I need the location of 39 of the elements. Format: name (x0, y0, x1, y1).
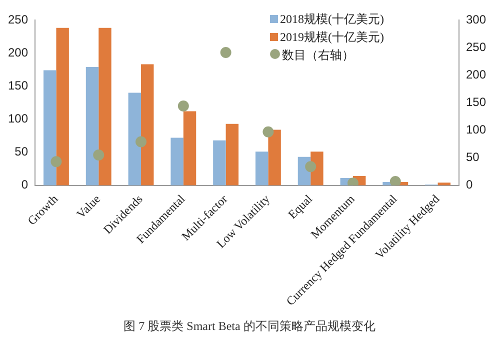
bar (213, 140, 226, 186)
bar (56, 28, 69, 186)
y-tick-label: 0 (21, 178, 28, 192)
point (136, 136, 147, 148)
bar (86, 66, 99, 186)
point (262, 126, 274, 138)
bar (170, 138, 184, 186)
point (390, 176, 401, 186)
y2-tick-label: 200 (466, 67, 486, 82)
caption: 图 7 股票类 Smart Beta 的不同策略产品规模变化 (122, 318, 376, 335)
y-tick-label: 250 (8, 12, 28, 26)
legend-label: 数目（右轴） (281, 47, 355, 64)
y2-tick-label: 0 (466, 178, 473, 192)
legend-label: 2019规模(十亿美元) (279, 29, 384, 46)
point (178, 100, 189, 112)
point (50, 156, 62, 168)
bar (128, 92, 142, 186)
point (93, 150, 104, 161)
y-tick-label: 150 (8, 78, 28, 92)
y2-tick-label: 100 (466, 122, 486, 137)
bar (44, 70, 56, 186)
bar (98, 28, 112, 186)
y2-tick-label: 50 (466, 150, 480, 164)
y-tick-label: 200 (8, 45, 28, 60)
bar (226, 124, 239, 186)
y-tick-label: 50 (14, 144, 28, 159)
bar (183, 111, 196, 186)
x-tick-label: Value (74, 192, 103, 222)
bar (438, 182, 450, 186)
point (220, 47, 232, 58)
y2-tick-label: 300 (466, 12, 486, 26)
y2-tick-label: 250 (466, 40, 486, 54)
bar (268, 130, 281, 186)
bar (255, 152, 268, 186)
legend-label: 2018规模(十亿美元) (279, 11, 384, 28)
y2-tick-label: 150 (466, 94, 486, 109)
point (305, 161, 316, 172)
y-tick-label: 100 (8, 112, 28, 126)
bar (141, 64, 154, 186)
